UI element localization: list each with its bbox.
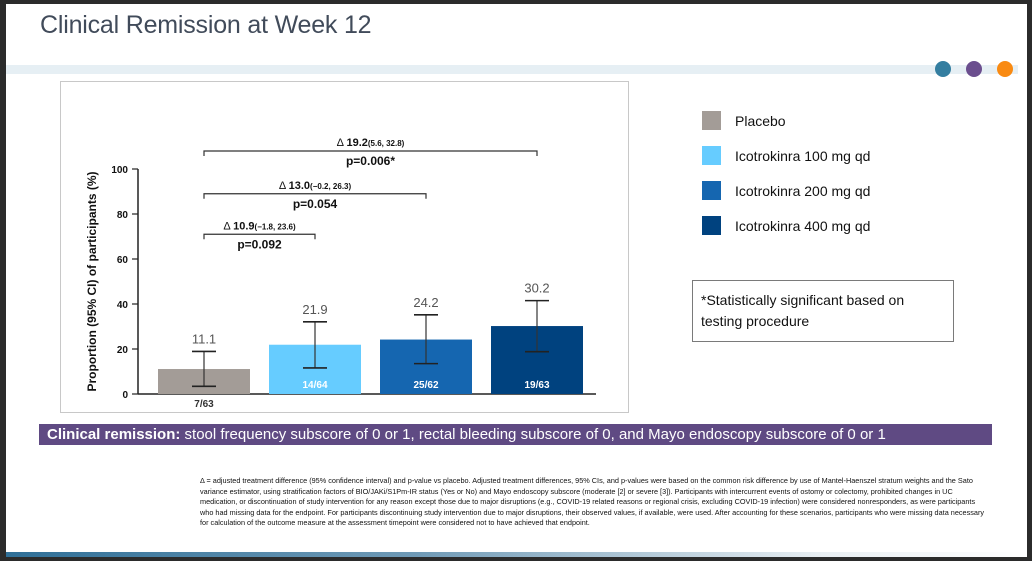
significance-note: *Statistically significant based on test… bbox=[692, 280, 954, 342]
legend-label: Icotrokinra 100 mg qd bbox=[735, 147, 871, 164]
bar-n-label: 19/63 bbox=[524, 380, 549, 391]
page-title: Clinical Remission at Week 12 bbox=[40, 11, 372, 39]
bar-chart: Proportion (95% CI) of participants (%) 0… bbox=[85, 137, 596, 410]
y-tick-label: 40 bbox=[117, 300, 129, 311]
bar-n-label: 7/63 bbox=[194, 399, 214, 410]
legend-swatch bbox=[702, 216, 721, 235]
accent-dot-orange bbox=[997, 61, 1013, 77]
legend-swatch bbox=[702, 181, 721, 200]
footer-gradient-bar bbox=[6, 552, 1027, 557]
legend-item-400mg: Icotrokinra 400 mg qd bbox=[702, 208, 870, 243]
legend-swatch bbox=[702, 111, 721, 130]
header-divider bbox=[6, 65, 1018, 74]
legend-swatch bbox=[702, 146, 721, 165]
legend-item-100mg: Icotrokinra 100 mg qd bbox=[702, 138, 870, 173]
definition-banner: Clinical remission: stool frequency subs… bbox=[39, 424, 992, 445]
slide: Clinical Remission at Week 12 Proportion… bbox=[6, 4, 1027, 557]
bar-value-label: 24.2 bbox=[413, 295, 438, 310]
footnote: Δ = adjusted treatment difference (95% c… bbox=[200, 476, 985, 528]
comparison-bracket-0 bbox=[203, 233, 316, 240]
bar-value-label: 21.9 bbox=[302, 302, 327, 317]
definition-label: Clinical remission: bbox=[47, 426, 181, 443]
legend-label: Placebo bbox=[735, 112, 786, 129]
comparison-bracket-2 bbox=[203, 150, 538, 156]
comparison-delta-label: Δ 13.0(−0.2, 26.3) bbox=[279, 180, 352, 192]
comparison-p-value: p=0.006* bbox=[346, 154, 395, 168]
comparison-p-value: p=0.092 bbox=[237, 237, 282, 251]
legend-item-200mg: Icotrokinra 200 mg qd bbox=[702, 173, 870, 208]
y-tick-label: 20 bbox=[117, 345, 129, 356]
legend-item-placebo: Placebo bbox=[702, 103, 870, 138]
y-axis-label: Proportion (95% CI) of participants (%) bbox=[85, 171, 99, 391]
accent-dot-purple bbox=[966, 61, 982, 77]
comparison-delta-label: Δ 19.2(5.6, 32.8) bbox=[337, 137, 405, 149]
y-tick-label: 60 bbox=[117, 255, 129, 266]
comparison-p-value: p=0.054 bbox=[293, 197, 338, 211]
bar-n-label: 25/62 bbox=[413, 380, 438, 391]
definition-text: stool frequency subscore of 0 or 1, rect… bbox=[180, 426, 886, 443]
bar-value-label: 11.1 bbox=[192, 331, 216, 346]
y-tick-label: 80 bbox=[117, 210, 129, 221]
legend-label: Icotrokinra 400 mg qd bbox=[735, 217, 871, 234]
legend-label: Icotrokinra 200 mg qd bbox=[735, 182, 871, 199]
accent-dot-teal bbox=[935, 61, 951, 77]
bar-value-label: 30.2 bbox=[524, 281, 549, 296]
bar-n-label: 14/64 bbox=[302, 380, 327, 391]
comparison-bracket-1 bbox=[203, 193, 427, 199]
legend: Placebo Icotrokinra 100 mg qd Icotrokinr… bbox=[702, 103, 870, 243]
y-tick-label: 100 bbox=[111, 165, 128, 176]
comparison-delta-label: Δ 10.9(−1.8, 23.6) bbox=[223, 220, 296, 232]
y-tick-label: 0 bbox=[122, 390, 128, 401]
